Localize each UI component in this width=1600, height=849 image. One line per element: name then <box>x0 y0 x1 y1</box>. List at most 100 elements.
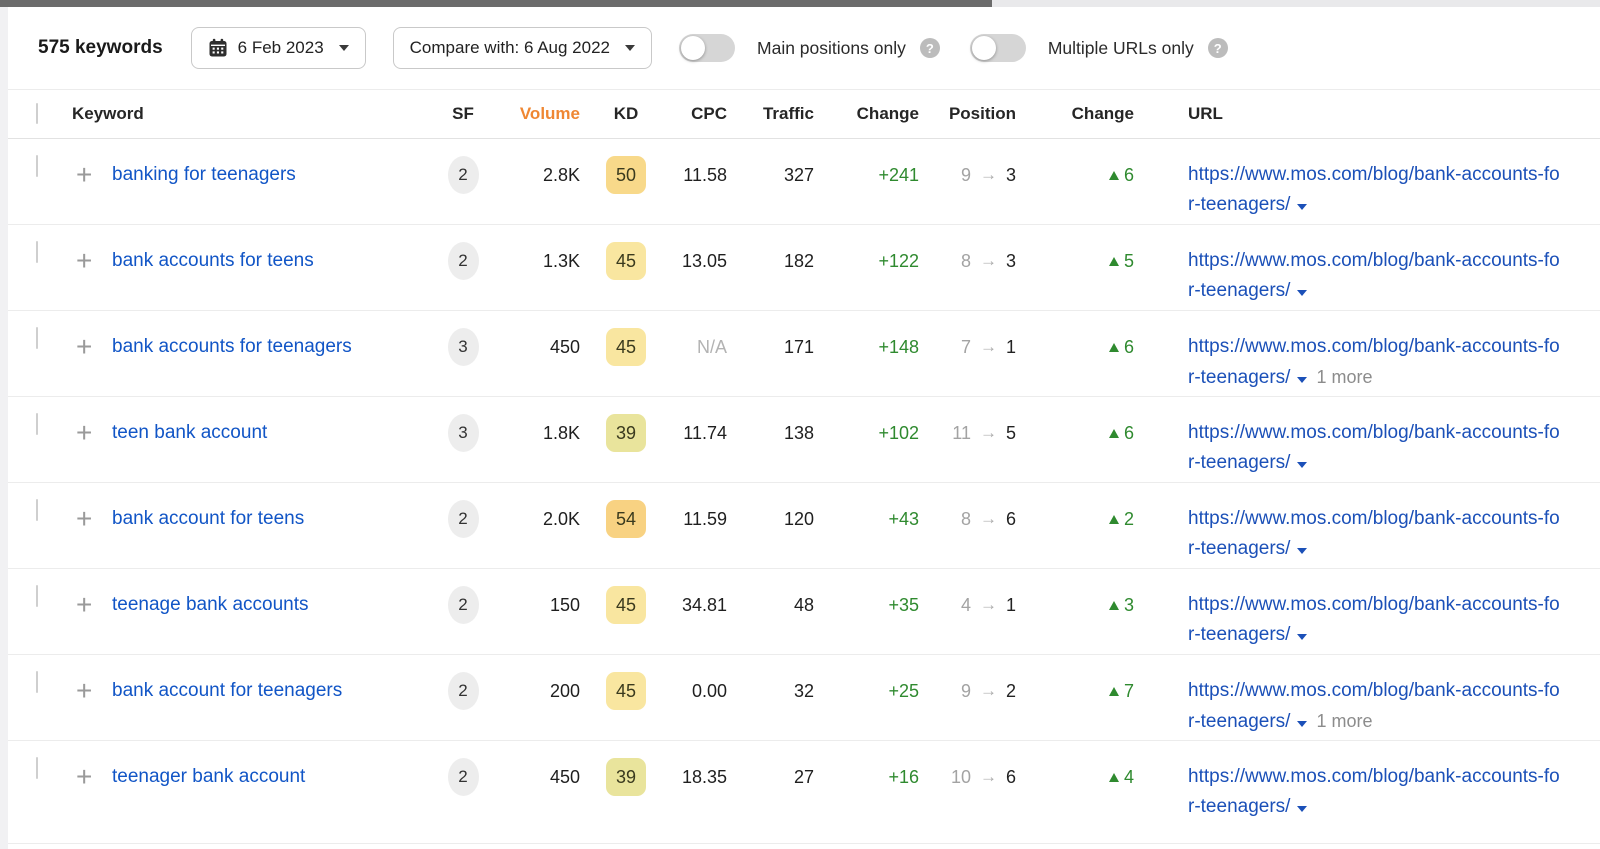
serp-features-badge: 2 <box>447 672 479 710</box>
toggle-knob <box>681 36 706 60</box>
row-checkbox[interactable] <box>36 757 38 779</box>
url-link[interactable]: https://www.mos.com/blog/bank-accounts-f… <box>1188 250 1560 301</box>
multiple-urls-toggle[interactable] <box>969 34 1026 62</box>
keyword-link[interactable]: bank account for teenagers <box>112 680 343 701</box>
traffic-value: 48 <box>793 595 814 615</box>
url-chevron-down-icon[interactable] <box>1297 377 1308 383</box>
header-sf[interactable]: SF <box>452 104 474 123</box>
serp-features-badge: 3 <box>447 328 479 366</box>
kd-cell: 54 <box>580 500 672 538</box>
position-old: 8 <box>960 509 971 529</box>
url-chevron-down-icon[interactable] <box>1297 204 1308 210</box>
position-change-value: 4 <box>1123 767 1134 787</box>
toolbar: 575 keywords 6 Feb 2023 <box>8 7 1600 90</box>
plus-icon[interactable]: + <box>76 503 93 534</box>
header-position[interactable]: Position <box>948 104 1016 123</box>
table-row: + teen bank account 3 1.8K 39 11.74 138 … <box>8 397 1600 483</box>
url-link[interactable]: https://www.mos.com/blog/bank-accounts-f… <box>1188 422 1560 473</box>
header-cpc[interactable]: CPC <box>691 104 727 123</box>
url-chevron-down-icon[interactable] <box>1297 548 1308 554</box>
compare-with-label: Compare with: 6 Aug 2022 <box>409 38 611 57</box>
serp-features-badge: 2 <box>447 156 479 194</box>
more-link[interactable]: 1 more <box>1316 367 1373 387</box>
position-cell: 4 → 1 <box>919 586 1016 624</box>
keyword-link[interactable]: banking for teenagers <box>112 164 296 185</box>
url-link[interactable]: https://www.mos.com/blog/bank-accounts-f… <box>1188 594 1560 645</box>
kd-badge: 50 <box>606 156 646 194</box>
kd-badge: 45 <box>606 586 646 624</box>
url-link[interactable]: https://www.mos.com/blog/bank-accounts-f… <box>1188 336 1560 388</box>
row-checkbox[interactable] <box>36 413 38 435</box>
arrow-right-icon: → <box>979 423 997 442</box>
row-checkbox[interactable] <box>36 241 38 263</box>
volume-value: 450 <box>549 767 580 787</box>
plus-icon[interactable]: + <box>76 331 93 362</box>
main-positions-label: Main positions only <box>757 37 906 58</box>
row-checkbox[interactable] <box>36 327 38 349</box>
keyword-cell: bank account for teenagers <box>112 672 438 710</box>
plus-icon[interactable]: + <box>76 675 93 706</box>
url-link[interactable]: https://www.mos.com/blog/bank-accounts-f… <box>1188 164 1560 215</box>
url-link[interactable]: https://www.mos.com/blog/bank-accounts-f… <box>1188 508 1560 559</box>
header-change[interactable]: Change <box>856 104 919 123</box>
table-bottom-border <box>8 843 1600 844</box>
volume-value: 2.8K <box>542 165 580 185</box>
position-old: 8 <box>960 251 971 271</box>
traffic-change-value: +16 <box>888 767 919 787</box>
table-header-row: Keyword SF Volume KD CPC Traffic Change … <box>8 90 1600 139</box>
url-chevron-down-icon[interactable] <box>1297 290 1308 296</box>
help-icon[interactable]: ? <box>1207 38 1228 58</box>
plus-icon[interactable]: + <box>76 159 93 190</box>
header-kd[interactable]: KD <box>613 104 639 123</box>
position-change-value: 6 <box>1123 423 1134 443</box>
keyword-link[interactable]: teen bank account <box>112 422 268 443</box>
url-chevron-down-icon[interactable] <box>1297 806 1308 812</box>
arrow-right-icon: → <box>979 165 997 184</box>
url-link[interactable]: https://www.mos.com/blog/bank-accounts-f… <box>1188 766 1560 817</box>
keyword-link[interactable]: bank account for teens <box>112 508 305 529</box>
keyword-link[interactable]: teenage bank accounts <box>112 594 309 615</box>
plus-icon[interactable]: + <box>76 589 93 620</box>
main-positions-toggle[interactable] <box>679 34 736 62</box>
triangle-up-icon <box>1108 772 1119 782</box>
position-change-value: 6 <box>1123 337 1134 357</box>
more-link[interactable]: 1 more <box>1316 711 1373 731</box>
keyword-link[interactable]: teenager bank account <box>112 766 306 787</box>
select-all-checkbox[interactable] <box>36 103 38 124</box>
position-new: 1 <box>1005 595 1016 615</box>
header-volume[interactable]: Volume <box>519 104 580 123</box>
compare-with-button[interactable]: Compare with: 6 Aug 2022 <box>392 27 653 69</box>
row-select-cell <box>8 757 70 779</box>
date-picker-button[interactable]: 6 Feb 2023 <box>190 27 366 69</box>
url-chevron-down-icon[interactable] <box>1297 721 1308 727</box>
row-add-cell: + <box>70 500 112 538</box>
keyword-link[interactable]: bank accounts for teenagers <box>112 336 352 357</box>
keywords-count: 575 keywords <box>38 37 163 58</box>
cpc-value: 13.05 <box>681 251 727 271</box>
kd-cell: 50 <box>580 156 672 194</box>
position-change-value: 2 <box>1123 509 1134 529</box>
position-new: 3 <box>1005 251 1016 271</box>
url-link[interactable]: https://www.mos.com/blog/bank-accounts-f… <box>1188 680 1560 732</box>
plus-icon[interactable]: + <box>76 761 93 792</box>
calendar-icon <box>208 38 228 58</box>
traffic-change-value: +148 <box>878 337 919 357</box>
position-change-cell: 7 <box>1016 672 1138 710</box>
plus-icon[interactable]: + <box>76 417 93 448</box>
help-icon[interactable]: ? <box>919 38 940 58</box>
kd-cell: 45 <box>580 242 672 280</box>
plus-icon[interactable]: + <box>76 245 93 276</box>
position-cell: 7 → 1 <box>919 328 1016 366</box>
header-keyword[interactable]: Keyword <box>72 104 144 123</box>
header-url[interactable]: URL <box>1188 104 1223 123</box>
row-checkbox[interactable] <box>36 155 38 177</box>
row-checkbox[interactable] <box>36 499 38 521</box>
url-chevron-down-icon[interactable] <box>1297 462 1308 468</box>
keyword-link[interactable]: bank accounts for teens <box>112 250 314 271</box>
url-chevron-down-icon[interactable] <box>1297 634 1308 640</box>
header-position-change[interactable]: Change <box>1071 104 1134 123</box>
row-checkbox[interactable] <box>36 671 38 693</box>
position-change-cell: 6 <box>1016 414 1138 452</box>
row-checkbox[interactable] <box>36 585 38 607</box>
header-traffic[interactable]: Traffic <box>762 104 814 123</box>
